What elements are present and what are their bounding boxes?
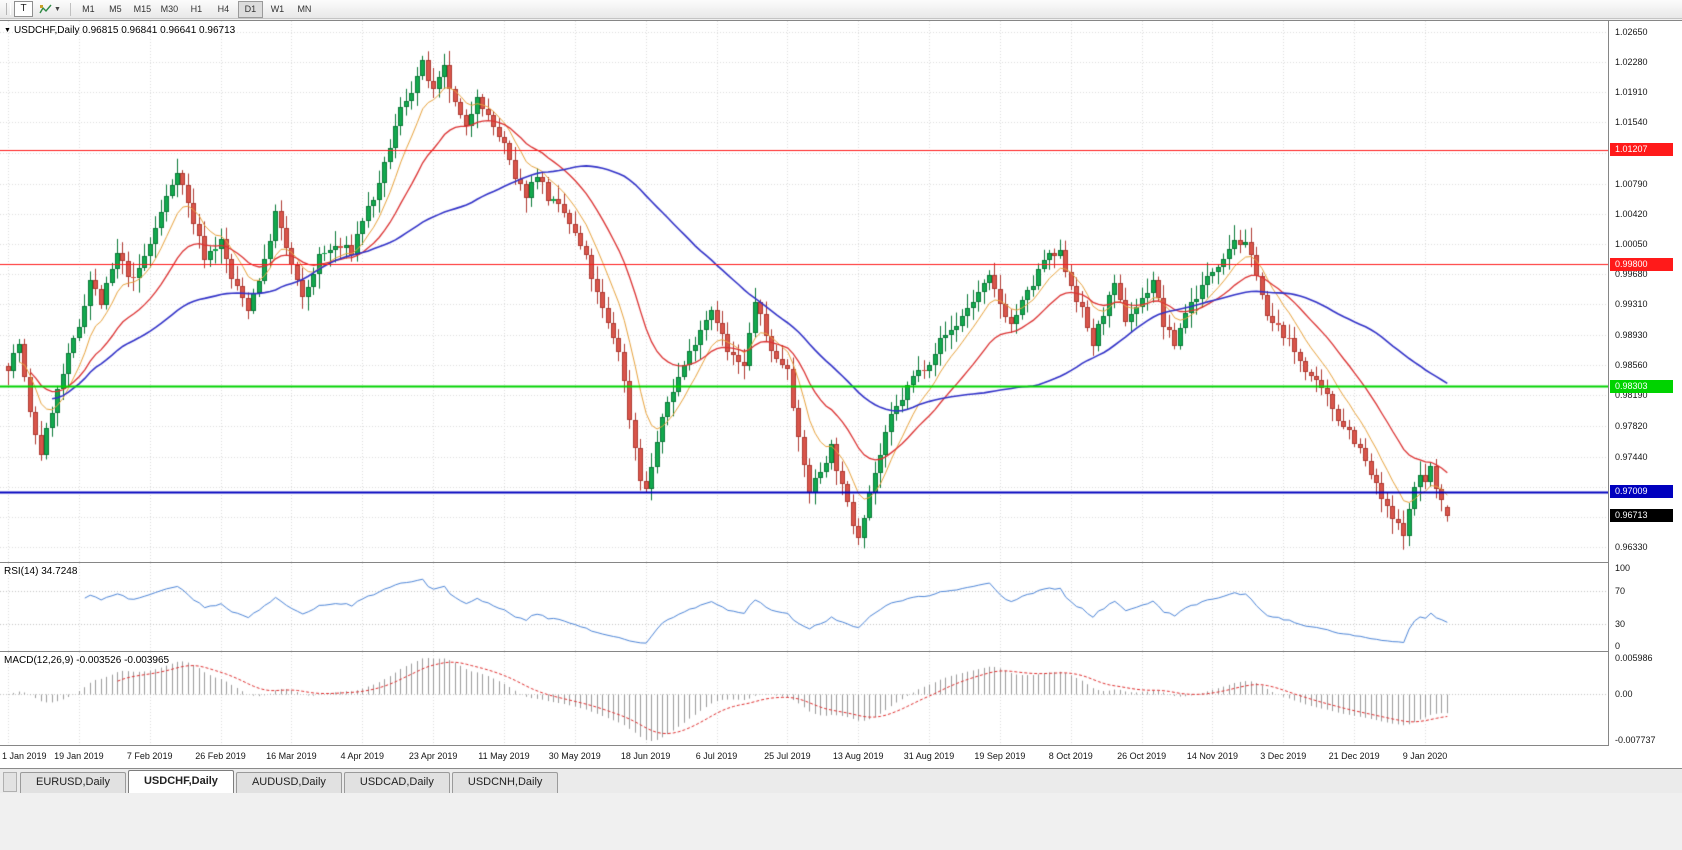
date-axis[interactable]: 1 Jan 2019 19 Jan 2019 7 Feb 2019 26 Feb 20… — [0, 745, 1682, 769]
timeframe-button-m5[interactable]: M5 — [109, 3, 122, 14]
price-tick-label: 1.01540 — [1615, 117, 1648, 128]
macd-tick-label: 0.00 — [1615, 689, 1633, 699]
price-tick-label: 1.02650 — [1615, 27, 1648, 37]
price-tick-label: 1.02280 — [1615, 57, 1648, 68]
date-tick-label: 6 Jul 2019 — [695, 751, 738, 761]
price-line-tag: 1.01207 — [1610, 143, 1673, 157]
current-price-tag: 0.96713 — [1610, 509, 1673, 523]
timeframe-button-d1[interactable]: D1 — [237, 0, 263, 18]
macd-tick-label: -0.007737 — [1615, 735, 1656, 745]
date-tick-label: 19 Jan 2019 — [54, 751, 104, 761]
rsi-axis[interactable]: 100 70 30 0 — [1608, 563, 1682, 652]
date-tick-label: 3 Dec 2019 — [1260, 751, 1307, 761]
date-tick-label: 18 Jun 2019 — [620, 751, 671, 761]
timeframe-group: M1 M5 M15 M30 H1 H4 D1 W1 MN — [75, 0, 318, 18]
date-tick-label: 14 Nov 2019 — [1186, 751, 1238, 761]
chevron-down-icon: ▼ — [54, 5, 61, 13]
toolbar-grip[interactable] — [6, 3, 11, 15]
date-tick-label: 25 Jul 2019 — [764, 751, 811, 761]
chart-mode-button[interactable]: T — [14, 1, 33, 17]
symbol-ohlc-label: USDCHF,Daily 0.96815 0.96841 0.96641 0.9… — [13, 25, 236, 36]
price-line-tag: 0.99800 — [1610, 257, 1673, 271]
date-tick-label: 26 Oct 2019 — [1117, 751, 1167, 761]
macd-canvas[interactable] — [0, 652, 1608, 746]
date-tick-label: 9 Jan 2020 — [1402, 751, 1448, 761]
macd-panel: MACD(12,26,9) -0.003526 -0.003965 0.0059… — [0, 651, 1682, 746]
date-tick-label: 26 Feb 2019 — [195, 751, 246, 761]
main-chart-panel: ▼ USDCHF,Daily 0.96815 0.96841 0.96641 0… — [0, 20, 1682, 563]
date-tick-label: 8 Oct 2019 — [1048, 751, 1093, 761]
price-tick-label: 0.98930 — [1615, 330, 1648, 341]
rsi-panel: RSI(14) 34.7248 100 70 30 0 — [0, 562, 1682, 652]
macd-indicator-label: MACD(12,26,9) -0.003526 -0.003965 — [4, 655, 170, 666]
timeframe-button-h4[interactable]: H4 — [217, 3, 230, 14]
rsi-canvas[interactable] — [0, 563, 1608, 652]
top-toolbar: T ▼ M1 M5 M15 M30 H1 H4 D1 W1 MN — [0, 0, 1682, 19]
chart-header: ▼ USDCHF,Daily 0.96815 0.96841 0.96641 0… — [4, 25, 235, 36]
rsi-tick-label: 100 — [1615, 563, 1631, 573]
date-tick-label: 21 Dec 2019 — [1328, 751, 1380, 761]
price-tick-label: 0.98560 — [1615, 360, 1648, 371]
timeframe-button-h1[interactable]: H1 — [190, 3, 203, 14]
chart-tab-usdcnh-daily[interactable]: USDCNH,Daily — [451, 772, 559, 793]
date-tick-label: 16 Mar 2019 — [266, 751, 317, 761]
symbol-marker-icon: ▼ — [4, 26, 11, 34]
rsi-tick-label: 70 — [1615, 585, 1626, 596]
date-tick-label: 7 Feb 2019 — [126, 751, 173, 761]
drawing-tools-icon — [39, 4, 52, 15]
price-tick-label: 1.00790 — [1615, 178, 1648, 189]
main-chart-canvas[interactable] — [0, 21, 1608, 563]
date-tick-label: 19 Sep 2019 — [974, 751, 1026, 761]
date-tick-label: 23 Apr 2019 — [408, 751, 458, 761]
macd-axis[interactable]: 0.005986 0.00 -0.007737 — [1608, 652, 1682, 746]
chart-tab-bar: EURUSD,Daily USDCHF,Daily AUDUSD,Daily USDC… — [0, 768, 1682, 794]
date-tick-label: 1 Jan 2019 — [2, 751, 47, 761]
price-tick-label: 0.97820 — [1615, 420, 1648, 431]
rsi-tick-label: 0 — [1615, 641, 1621, 651]
date-tick-label: 13 Aug 2019 — [832, 751, 884, 761]
price-line-tag: 0.97009 — [1610, 485, 1673, 499]
price-axis[interactable]: 1.02650 1.02280 1.01910 1.01540 1.00790 1.004… — [1608, 21, 1682, 563]
price-tick-label: 0.99310 — [1615, 299, 1648, 310]
price-tick-label: 0.98190 — [1615, 390, 1648, 401]
timeframe-button-m15[interactable]: M15 — [133, 3, 152, 14]
rsi-indicator-label: RSI(14) 34.7248 — [4, 566, 78, 577]
price-tick-label: 1.00050 — [1615, 238, 1648, 249]
rsi-tick-label: 30 — [1615, 619, 1626, 630]
chart-tab-eurusd-daily[interactable]: EURUSD,Daily — [20, 772, 126, 793]
timeframe-button-m30[interactable]: M30 — [160, 3, 179, 14]
price-tick-label: 0.96330 — [1615, 542, 1648, 552]
timeframe-button-m1[interactable]: M1 — [82, 3, 95, 14]
date-tick-label: 11 May 2019 — [478, 751, 530, 761]
macd-tick-label: 0.005986 — [1615, 653, 1653, 663]
status-area — [0, 793, 1682, 850]
price-tick-label: 1.01910 — [1615, 87, 1648, 98]
toolbar-separator — [69, 2, 71, 16]
date-tick-label: 31 Aug 2019 — [903, 751, 955, 761]
tab-scroll-handle[interactable] — [3, 772, 17, 792]
price-tick-label: 0.97440 — [1615, 451, 1648, 462]
date-tick-label: 4 Apr 2019 — [340, 751, 385, 761]
price-tick-label: 1.00420 — [1615, 208, 1648, 219]
price-line-tag: 0.98303 — [1610, 379, 1673, 393]
drawing-tools-button[interactable]: ▼ — [36, 2, 64, 16]
chart-tab-audusd-daily[interactable]: AUDUSD,Daily — [235, 772, 342, 793]
timeframe-button-w1[interactable]: W1 — [270, 3, 285, 14]
chart-tab-usdcad-daily[interactable]: USDCAD,Daily — [343, 772, 450, 793]
timeframe-button-mn[interactable]: MN — [297, 3, 312, 14]
date-tick-label: 30 May 2019 — [548, 751, 601, 761]
chart-tab-usdchf-daily[interactable]: USDCHF,Daily — [127, 770, 234, 793]
price-tick-label: 0.99680 — [1615, 269, 1648, 280]
